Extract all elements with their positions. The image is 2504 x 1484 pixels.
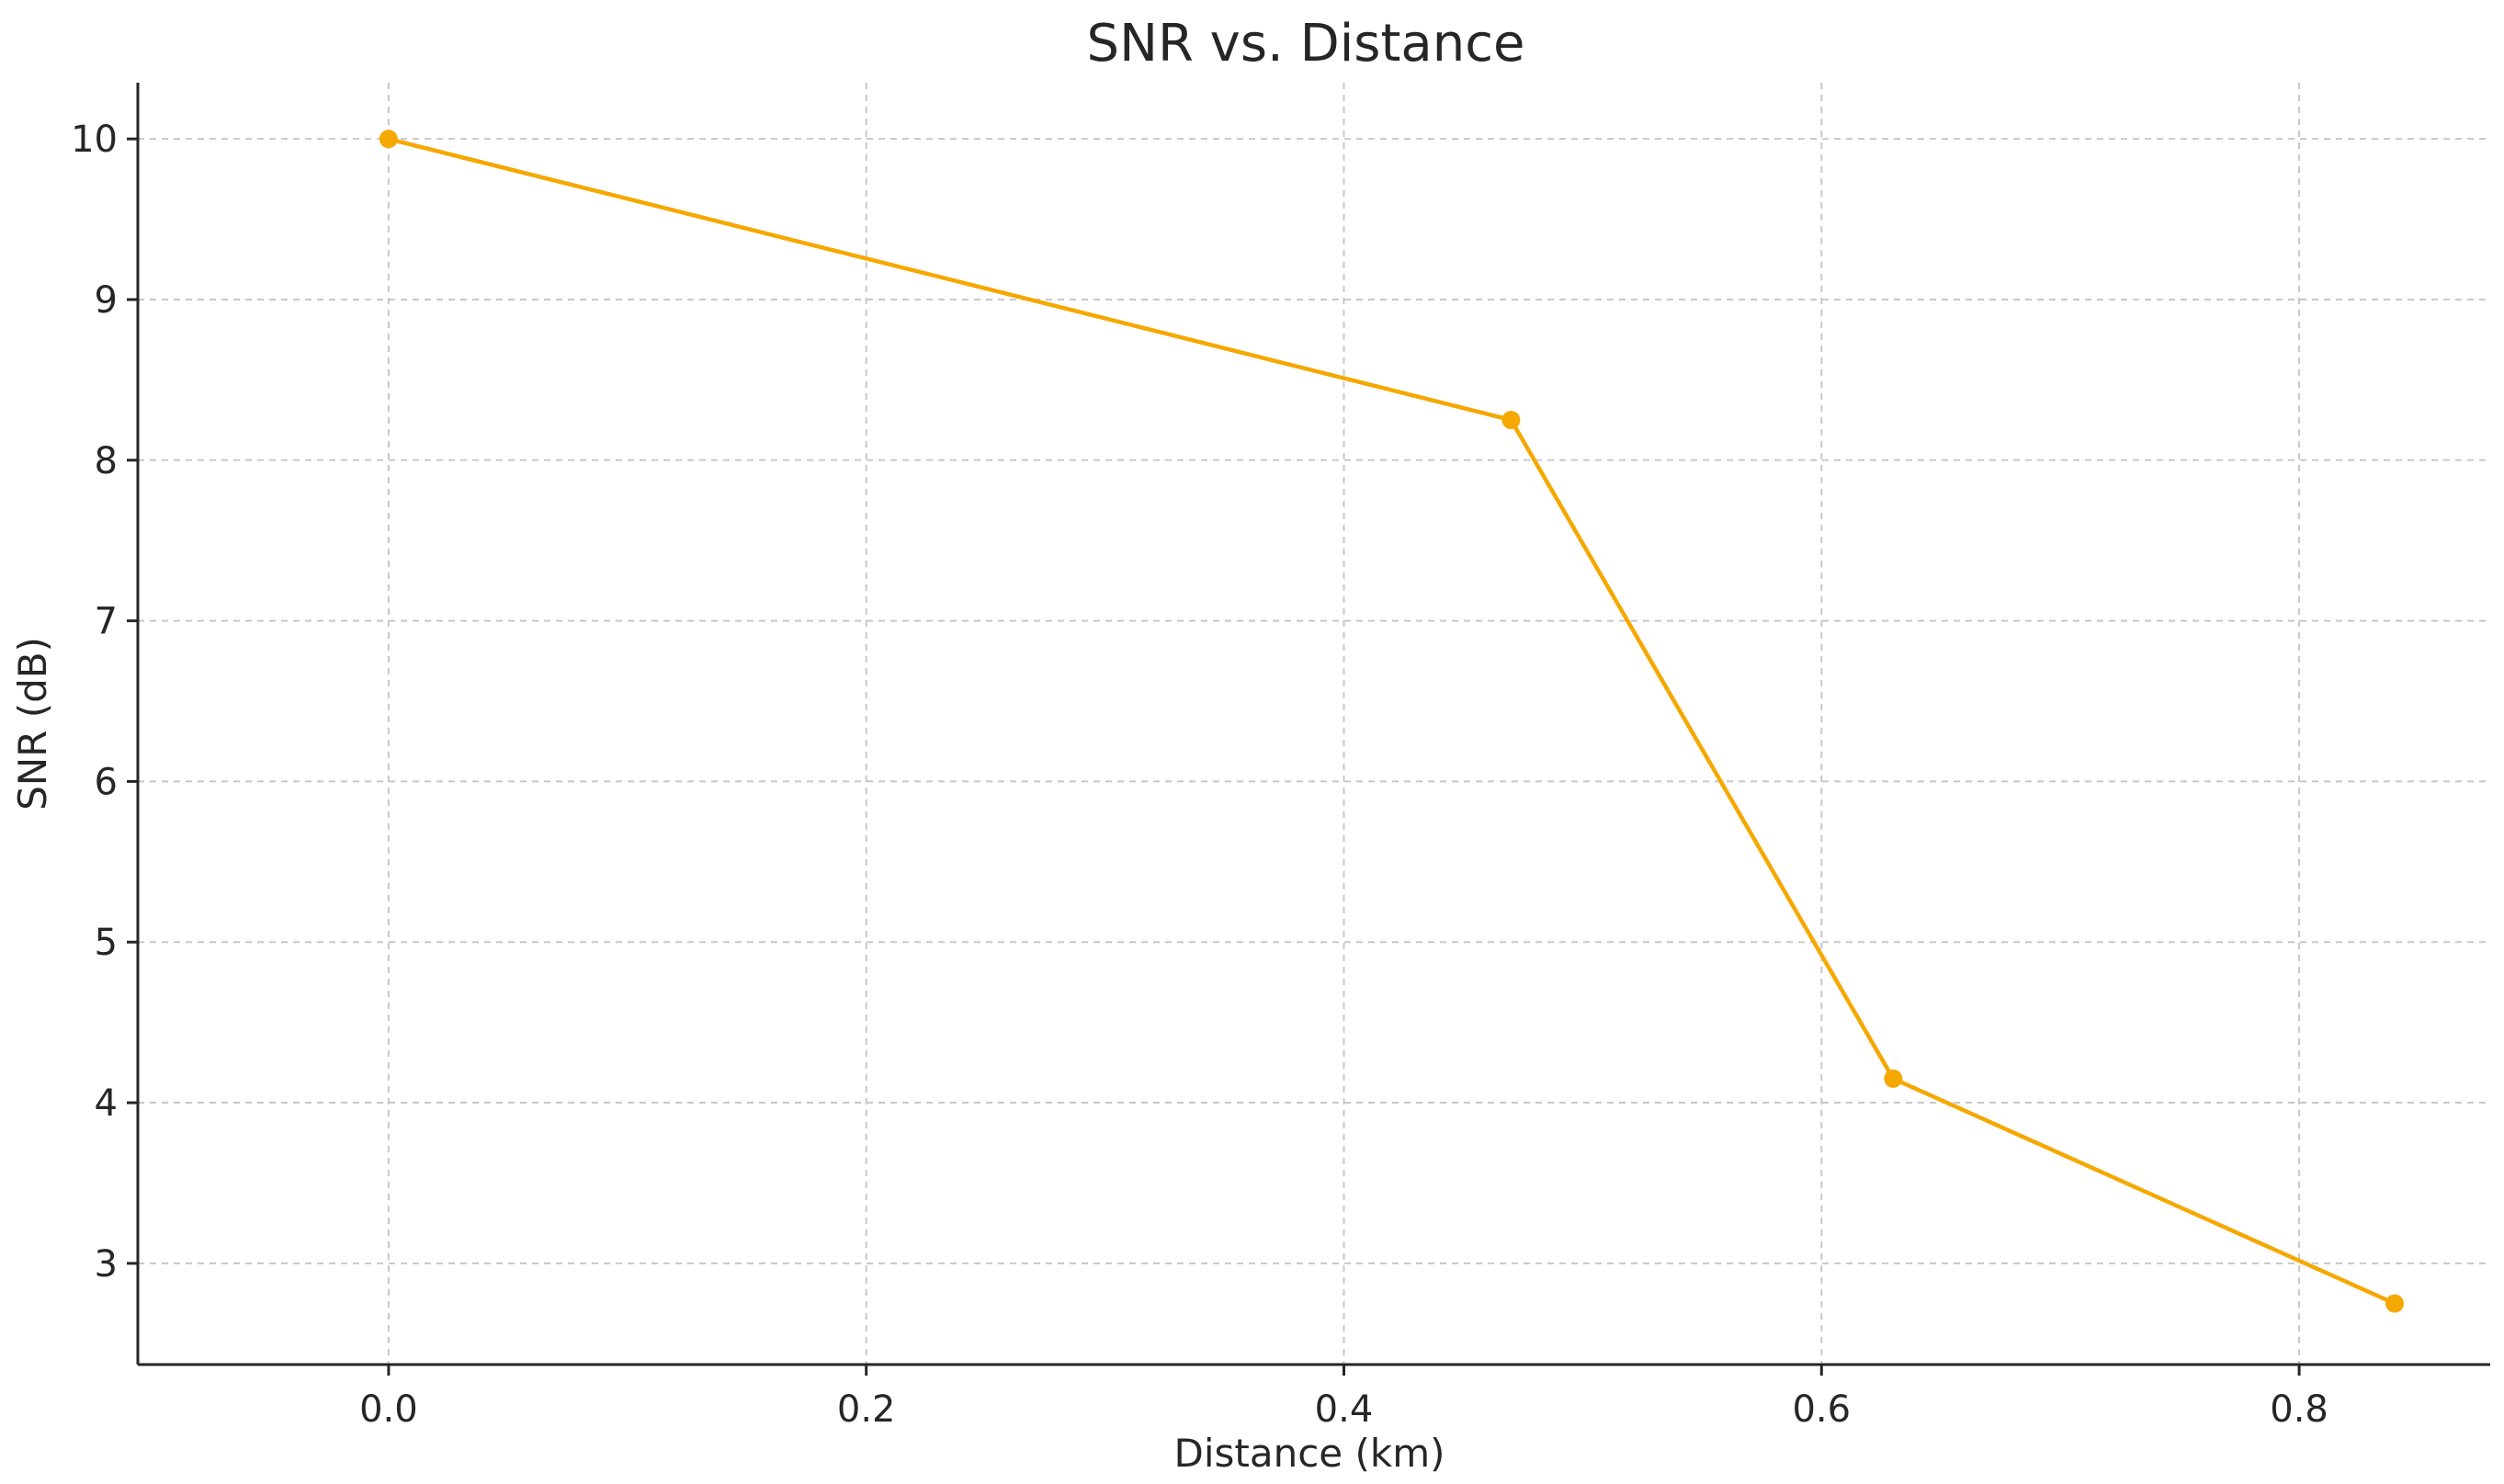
x-tick-label: 0.6	[1792, 1388, 1851, 1431]
y-tick-label: 9	[95, 279, 118, 322]
y-tick-label: 8	[95, 440, 118, 482]
y-tick-label: 4	[95, 1082, 118, 1125]
y-tick-label: 10	[71, 119, 118, 161]
y-tick-label: 6	[95, 761, 118, 803]
x-tick-label: 0.2	[837, 1388, 896, 1431]
y-axis-label: SNR (dB)	[10, 637, 55, 810]
axes	[136, 83, 2490, 1366]
x-tick-label: 0.8	[2270, 1388, 2328, 1431]
chart-title: SNR vs. Distance	[1087, 14, 1525, 74]
data-point	[1501, 411, 1521, 430]
x-axis-label: Distance (km)	[1173, 1431, 1445, 1476]
data-point	[1884, 1069, 1903, 1088]
tick-labels: 0.0 0.2 0.4 0.6 0.8 3 4 5 6 7 8 9 10	[71, 119, 2328, 1431]
x-tick-label: 0.4	[1315, 1388, 1374, 1431]
y-tick-label: 5	[95, 922, 118, 964]
data-point	[379, 130, 398, 149]
data-point	[2385, 1294, 2405, 1313]
grid	[138, 83, 2490, 1365]
y-tick-label: 7	[95, 601, 118, 643]
series	[379, 130, 2405, 1313]
series-line	[388, 137, 2396, 1306]
y-tick-label: 3	[95, 1243, 118, 1286]
x-tick-label: 0.0	[359, 1388, 418, 1431]
